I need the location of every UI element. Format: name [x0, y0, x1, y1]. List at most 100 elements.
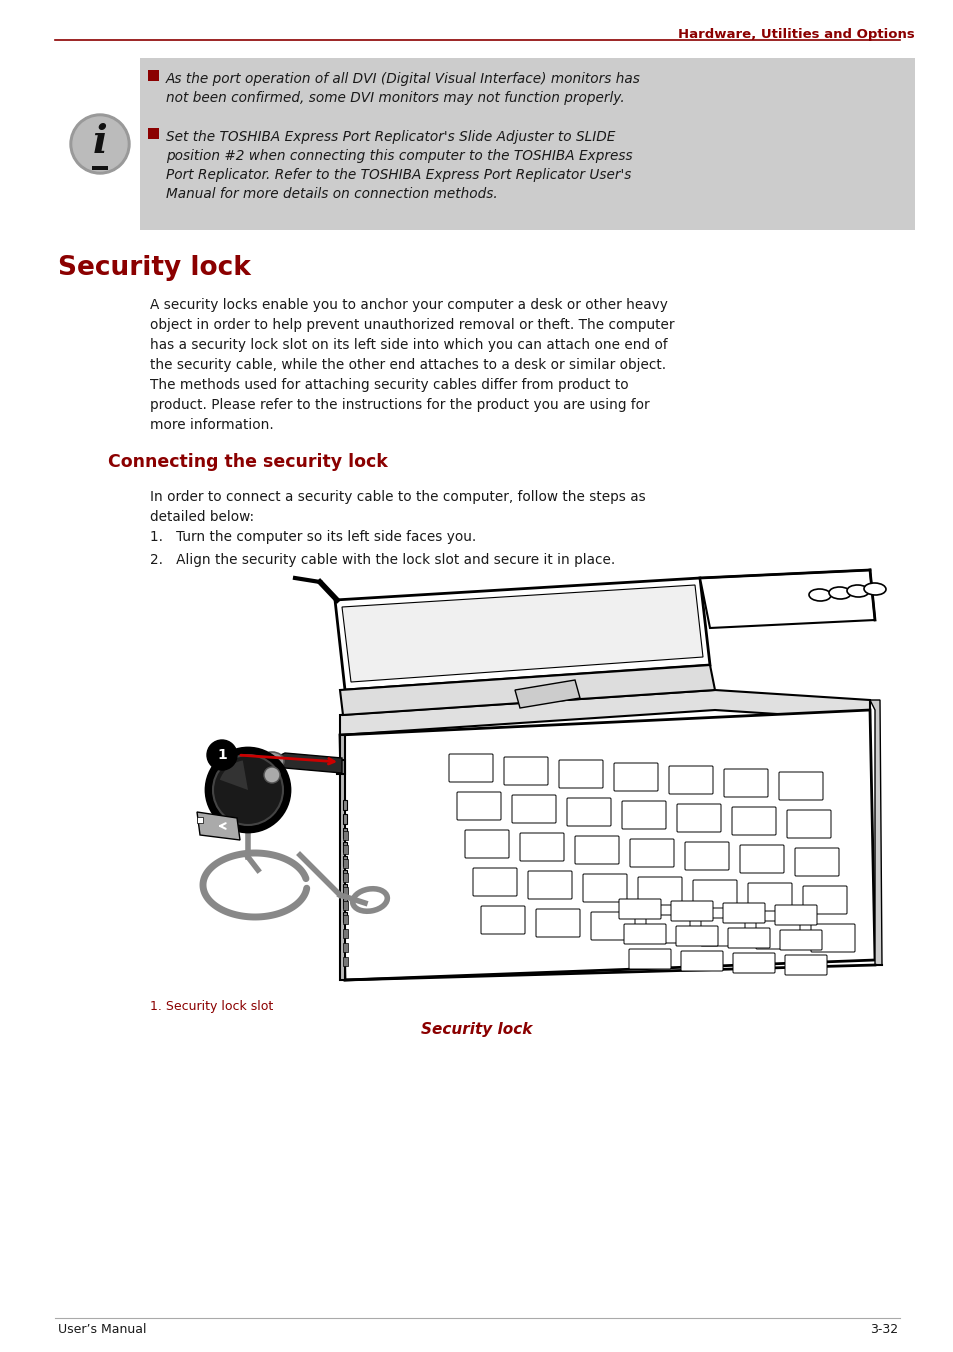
FancyBboxPatch shape [670, 900, 712, 921]
FancyBboxPatch shape [456, 792, 500, 821]
FancyBboxPatch shape [527, 871, 572, 899]
FancyBboxPatch shape [503, 757, 547, 786]
Text: Security lock: Security lock [58, 256, 251, 281]
FancyBboxPatch shape [700, 918, 744, 946]
Polygon shape [341, 585, 702, 681]
Circle shape [264, 767, 280, 783]
Text: Hardware, Utilities and Options: Hardware, Utilities and Options [678, 28, 914, 41]
Bar [343, 814, 347, 823]
Text: In order to connect a security cable to the computer, follow the steps as
detail: In order to connect a security cable to … [150, 489, 645, 525]
Bar [343, 942, 348, 952]
Text: 1. Security lock slot: 1. Security lock slot [150, 1000, 273, 1013]
Bar [343, 827, 347, 838]
FancyBboxPatch shape [755, 921, 800, 949]
Polygon shape [196, 817, 203, 823]
FancyBboxPatch shape [480, 906, 524, 934]
Text: 1: 1 [217, 748, 227, 763]
FancyBboxPatch shape [645, 915, 689, 942]
Text: A security locks enable you to anchor your computer a desk or other heavy
object: A security locks enable you to anchor yo… [150, 297, 674, 433]
FancyBboxPatch shape [668, 767, 712, 794]
FancyBboxPatch shape [575, 836, 618, 864]
Circle shape [213, 754, 283, 825]
Polygon shape [196, 813, 240, 840]
FancyBboxPatch shape [780, 930, 821, 950]
FancyBboxPatch shape [723, 769, 767, 796]
Bar [343, 845, 348, 854]
Wedge shape [219, 760, 248, 790]
Circle shape [73, 118, 127, 170]
FancyBboxPatch shape [638, 877, 681, 904]
Polygon shape [339, 710, 874, 980]
FancyBboxPatch shape [519, 833, 563, 861]
FancyBboxPatch shape [558, 760, 602, 788]
FancyBboxPatch shape [727, 927, 769, 948]
Text: As the port operation of all DVI (Digital Visual Interface) monitors has
not bee: As the port operation of all DVI (Digita… [166, 72, 640, 105]
Bar [343, 800, 347, 810]
Text: User’s Manual: User’s Manual [58, 1324, 147, 1336]
FancyBboxPatch shape [722, 903, 764, 923]
Ellipse shape [828, 587, 850, 599]
Text: 1.   Turn the computer so its left side faces you.: 1. Turn the computer so its left side fa… [150, 530, 476, 544]
Bar [343, 887, 348, 896]
FancyBboxPatch shape [623, 923, 665, 944]
FancyBboxPatch shape [786, 810, 830, 838]
FancyBboxPatch shape [473, 868, 517, 896]
Ellipse shape [260, 752, 284, 771]
FancyBboxPatch shape [794, 848, 838, 876]
Bar [148, 128, 159, 139]
Text: Connecting the security lock: Connecting the security lock [108, 453, 387, 470]
Bar [343, 842, 347, 852]
Bar [343, 915, 348, 923]
FancyBboxPatch shape [684, 842, 728, 869]
FancyBboxPatch shape [614, 763, 658, 791]
FancyBboxPatch shape [582, 873, 626, 902]
FancyBboxPatch shape [747, 883, 791, 911]
FancyBboxPatch shape [449, 754, 493, 781]
Polygon shape [515, 680, 579, 708]
Bar [336, 760, 345, 773]
FancyBboxPatch shape [590, 913, 635, 940]
Polygon shape [339, 690, 869, 735]
Bar [343, 859, 348, 868]
Polygon shape [339, 735, 345, 980]
Circle shape [70, 114, 130, 174]
FancyBboxPatch shape [536, 909, 579, 937]
FancyBboxPatch shape [732, 953, 774, 973]
Text: Set the TOSHIBA Express Port Replicator's Slide Adjuster to SLIDE
position #2 wh: Set the TOSHIBA Express Port Replicator'… [166, 130, 632, 201]
Circle shape [206, 748, 290, 831]
FancyBboxPatch shape [676, 926, 718, 946]
Bar [343, 869, 347, 880]
FancyBboxPatch shape [810, 923, 854, 952]
Polygon shape [700, 571, 874, 627]
FancyBboxPatch shape [628, 949, 670, 969]
FancyBboxPatch shape [774, 904, 816, 925]
Bar [148, 70, 159, 81]
Text: 2.   Align the security cable with the lock slot and secure it in place.: 2. Align the security cable with the loc… [150, 553, 615, 566]
Bar [343, 900, 348, 910]
FancyBboxPatch shape [692, 880, 737, 909]
FancyBboxPatch shape [677, 804, 720, 831]
Polygon shape [268, 753, 341, 773]
FancyBboxPatch shape [629, 840, 673, 867]
Text: 3-32: 3-32 [869, 1324, 897, 1336]
FancyBboxPatch shape [621, 800, 665, 829]
FancyBboxPatch shape [512, 795, 556, 823]
FancyBboxPatch shape [464, 830, 509, 859]
FancyBboxPatch shape [779, 772, 822, 800]
Ellipse shape [808, 589, 830, 602]
FancyBboxPatch shape [802, 886, 846, 914]
FancyBboxPatch shape [731, 807, 775, 836]
Polygon shape [339, 665, 714, 715]
Bar [343, 831, 348, 840]
Ellipse shape [863, 583, 885, 595]
Bar [343, 898, 347, 909]
FancyBboxPatch shape [566, 798, 610, 826]
FancyBboxPatch shape [784, 955, 826, 975]
FancyBboxPatch shape [680, 950, 722, 971]
Bar [140, 58, 914, 230]
Bar [91, 166, 108, 170]
Text: Security lock: Security lock [421, 1022, 532, 1037]
Bar [343, 957, 348, 965]
Circle shape [207, 740, 236, 771]
Bar [343, 856, 347, 867]
